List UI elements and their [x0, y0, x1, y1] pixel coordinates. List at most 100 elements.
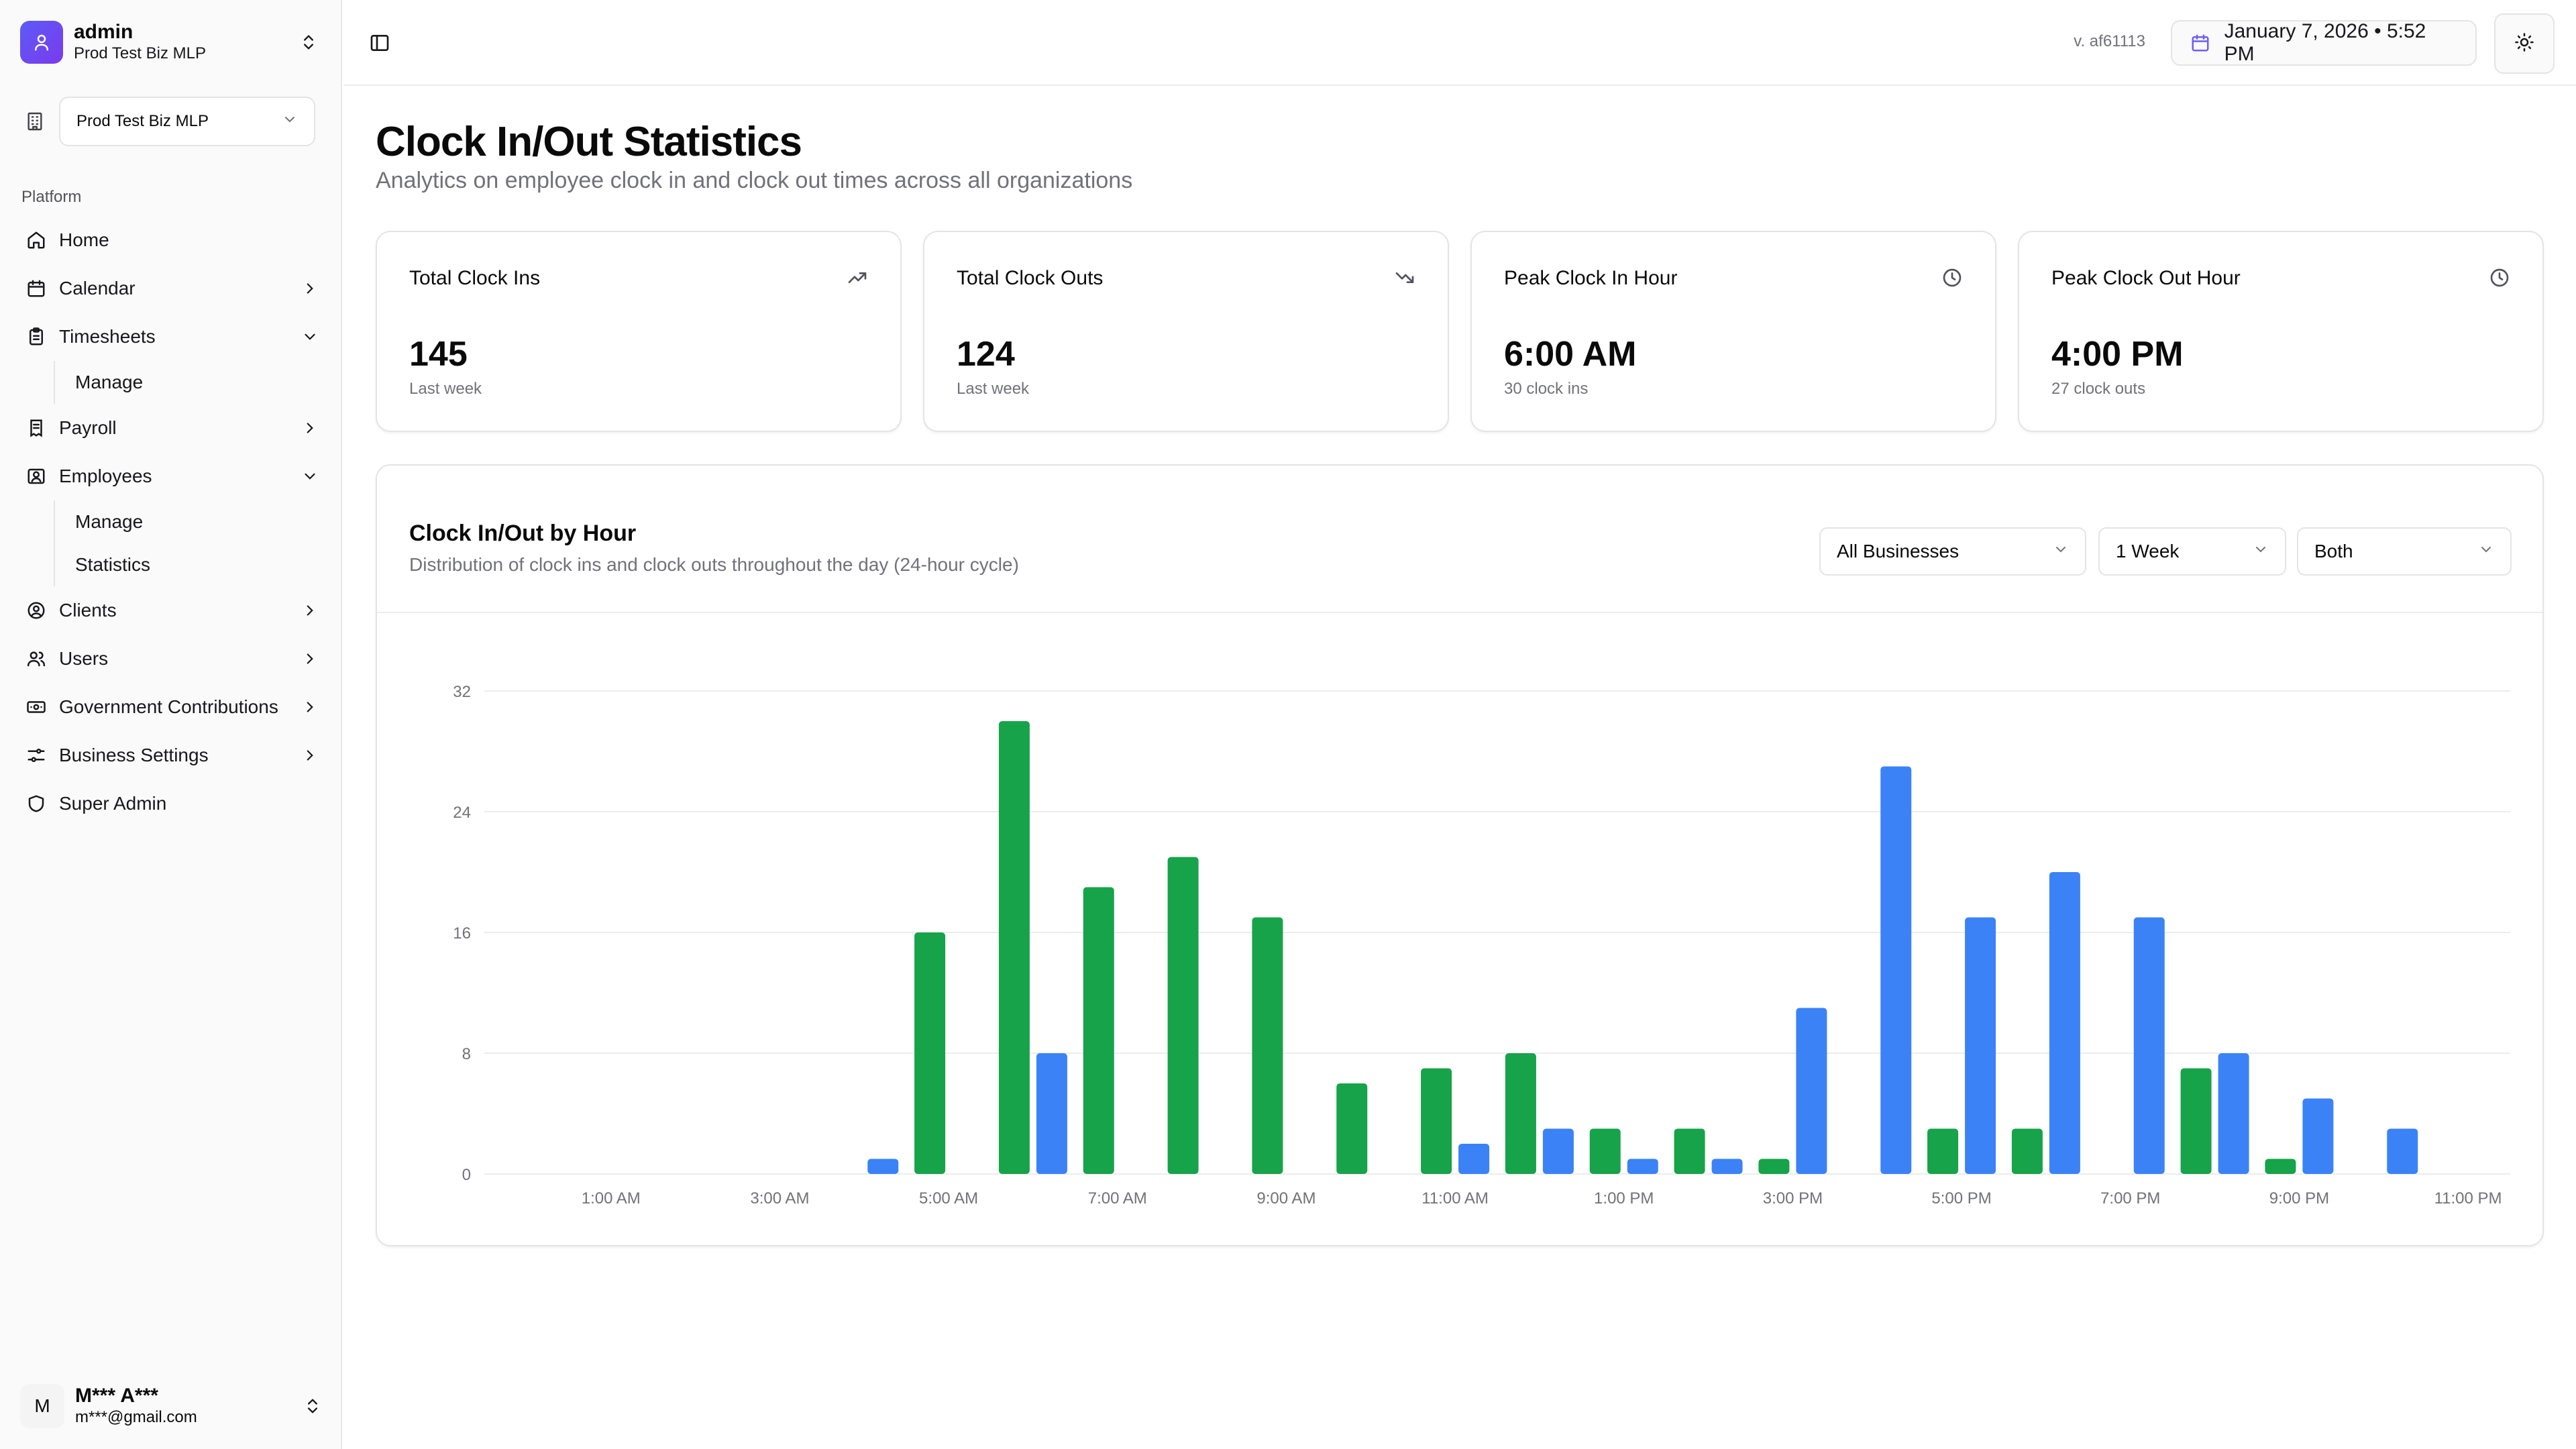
- x-tick-label: 3:00 PM: [1763, 1189, 1823, 1208]
- bar-clock-in: [914, 932, 946, 1174]
- bar-clock-out: [2218, 1053, 2249, 1174]
- x-tick-label: 5:00 PM: [1931, 1189, 1991, 1208]
- business-selector-row: Prod Test Biz MLP: [20, 97, 315, 146]
- range-filter-select[interactable]: 1 Week: [2098, 527, 2286, 576]
- bar-clock-in: [1927, 1128, 1959, 1174]
- mode-filter-select[interactable]: Both: [2297, 527, 2512, 576]
- bar-clock-out: [1965, 917, 1996, 1174]
- sidebar-item-label: Timesheets: [59, 326, 156, 347]
- chevrons-up-down-icon: [299, 1393, 326, 1419]
- business-filter-value: All Businesses: [1837, 541, 1960, 561]
- stat-card-value: 4:00 PM: [2051, 335, 2184, 374]
- clipboard-icon: [23, 323, 50, 350]
- x-tick-label: 5:00 AM: [919, 1189, 978, 1208]
- x-tick-label: 9:00 AM: [1256, 1189, 1316, 1208]
- bar-clock-in: [1674, 1128, 1705, 1174]
- stat-card-note: Last week: [957, 380, 1030, 398]
- stat-card-title: Total Clock Outs: [957, 267, 1104, 289]
- workspace-subtitle: Prod Test Biz MLP: [74, 44, 206, 62]
- receipt-icon: [23, 415, 50, 441]
- stat-card-total-clock-outs: Total Clock Outs 124 Last week: [923, 231, 1449, 432]
- workspace-name: admin: [74, 21, 133, 43]
- stat-card-title: Peak Clock In Hour: [1504, 267, 1678, 289]
- bar-clock-in: [1589, 1128, 1621, 1174]
- stat-card-note: Last week: [409, 380, 482, 398]
- stat-card-total-clock-ins: Total Clock Ins 145 Last week: [376, 231, 902, 432]
- sidebar-item-label: Clients: [59, 600, 117, 621]
- sidebar-item-employees[interactable]: Employees: [20, 452, 326, 500]
- banknote-icon: [23, 694, 50, 720]
- users-icon: [23, 645, 50, 672]
- theme-toggle-button[interactable]: [2494, 13, 2555, 74]
- sun-icon: [2514, 32, 2534, 56]
- chevron-down-icon: [2053, 541, 2069, 562]
- business-filter-select[interactable]: All Businesses: [1819, 527, 2086, 576]
- sidebar-item-label: Employees: [59, 466, 152, 486]
- sidebar-item-users[interactable]: Users: [20, 635, 326, 683]
- sidebar-item-super-admin[interactable]: Super Admin: [20, 780, 326, 828]
- x-tick-label: 1:00 AM: [582, 1189, 641, 1208]
- sidebar-item-business-settings[interactable]: Business Settings: [20, 731, 326, 780]
- workspace-switcher[interactable]: admin Prod Test Biz MLP: [20, 20, 322, 64]
- x-tick-label: 11:00 AM: [1421, 1189, 1489, 1208]
- app-version: v. af61113: [2074, 32, 2145, 50]
- chevron-right-icon: [297, 645, 323, 672]
- datetime-display[interactable]: January 7, 2026 • 5:52 PM: [2171, 20, 2477, 66]
- business-select-value: Prod Test Biz MLP: [76, 112, 209, 130]
- sidebar-subitem-timesheets-manage[interactable]: Manage: [75, 372, 144, 392]
- sidebar-item-calendar[interactable]: Calendar: [20, 264, 326, 313]
- sidebar-subitem-employees-statistics[interactable]: Statistics: [75, 554, 151, 575]
- chart-title: Clock In/Out by Hour: [409, 521, 637, 546]
- sidebar-item-clients[interactable]: Clients: [20, 586, 326, 635]
- bar-clock-out: [2133, 917, 2165, 1174]
- user-menu[interactable]: M M*** A*** m***@gmail.com: [20, 1382, 326, 1430]
- x-tick-label: 9:00 PM: [2269, 1189, 2329, 1208]
- chevron-right-icon: [297, 275, 323, 302]
- bar-clock-in: [2011, 1128, 2043, 1174]
- bar-clock-out: [1036, 1053, 1067, 1174]
- stat-card-title: Total Clock Ins: [409, 267, 541, 289]
- chevron-down-icon: [2478, 541, 2494, 562]
- bar-clock-out: [2049, 872, 2080, 1174]
- sidebar-item-timesheets[interactable]: Timesheets: [20, 313, 326, 361]
- sidebar-toggle-icon[interactable]: [365, 28, 394, 58]
- bar-clock-out: [1458, 1144, 1490, 1174]
- stat-card-value: 6:00 AM: [1504, 335, 1637, 374]
- user-email: m***@gmail.com: [75, 1408, 197, 1426]
- chevron-down-icon: [297, 463, 323, 490]
- clock-by-hour-chart-card: Clock In/Out by Hour Distribution of clo…: [376, 464, 2544, 1246]
- clock-icon: [2487, 266, 2512, 290]
- sidebar-item-label: Users: [59, 648, 109, 669]
- chevron-right-icon: [297, 597, 323, 624]
- divider: [377, 612, 2542, 613]
- bar-clock-out: [1880, 766, 1912, 1174]
- bar-clock-out: [1796, 1008, 1827, 1174]
- sidebar-item-label: Business Settings: [59, 745, 209, 765]
- bar-clock-in: [1167, 857, 1199, 1174]
- employees-submenu: Manage Statistics: [54, 500, 326, 586]
- sidebar-item-payroll[interactable]: Payroll: [20, 404, 326, 452]
- sidebar-item-home[interactable]: Home: [20, 216, 326, 264]
- bar-clock-out: [2302, 1098, 2334, 1174]
- calendar-icon: [2188, 31, 2212, 55]
- chevron-right-icon: [297, 742, 323, 769]
- sidebar-item-government-contributions[interactable]: Government Contributions: [20, 683, 326, 731]
- sidebar-subitem-employees-manage[interactable]: Manage: [75, 511, 144, 532]
- stat-card-note: 27 clock outs: [2051, 380, 2146, 398]
- sidebar-item-label: Home: [59, 229, 109, 250]
- building-icon: [20, 107, 50, 136]
- sidebar-nav: Home Calendar Timesheets Manage Payroll …: [20, 216, 326, 828]
- bar-chart: 0 8 16 24 32 1:00 AM 3:00 AM 5:00 AM 7:00 AM 9:00…: [453, 683, 2510, 1208]
- stat-card-title: Peak Clock Out Hour: [2051, 267, 2241, 289]
- page-subtitle: Analytics on employee clock in and clock…: [376, 168, 1133, 193]
- stat-card-peak-clock-in-hour: Peak Clock In Hour 6:00 AM 30 clock ins: [1470, 231, 1996, 432]
- bar-clock-in: [1421, 1068, 1452, 1174]
- bar-clock-out: [1711, 1159, 1743, 1174]
- business-select[interactable]: Prod Test Biz MLP: [59, 97, 315, 146]
- bar-clock-in: [1505, 1053, 1536, 1174]
- datetime-text: January 7, 2026 • 5:52 PM: [2224, 20, 2426, 65]
- bar-clock-out: [1627, 1159, 1658, 1174]
- x-tick-label: 1:00 PM: [1594, 1189, 1654, 1208]
- sidebar-item-label: Super Admin: [59, 793, 167, 814]
- stat-card-note: 30 clock ins: [1504, 380, 1589, 398]
